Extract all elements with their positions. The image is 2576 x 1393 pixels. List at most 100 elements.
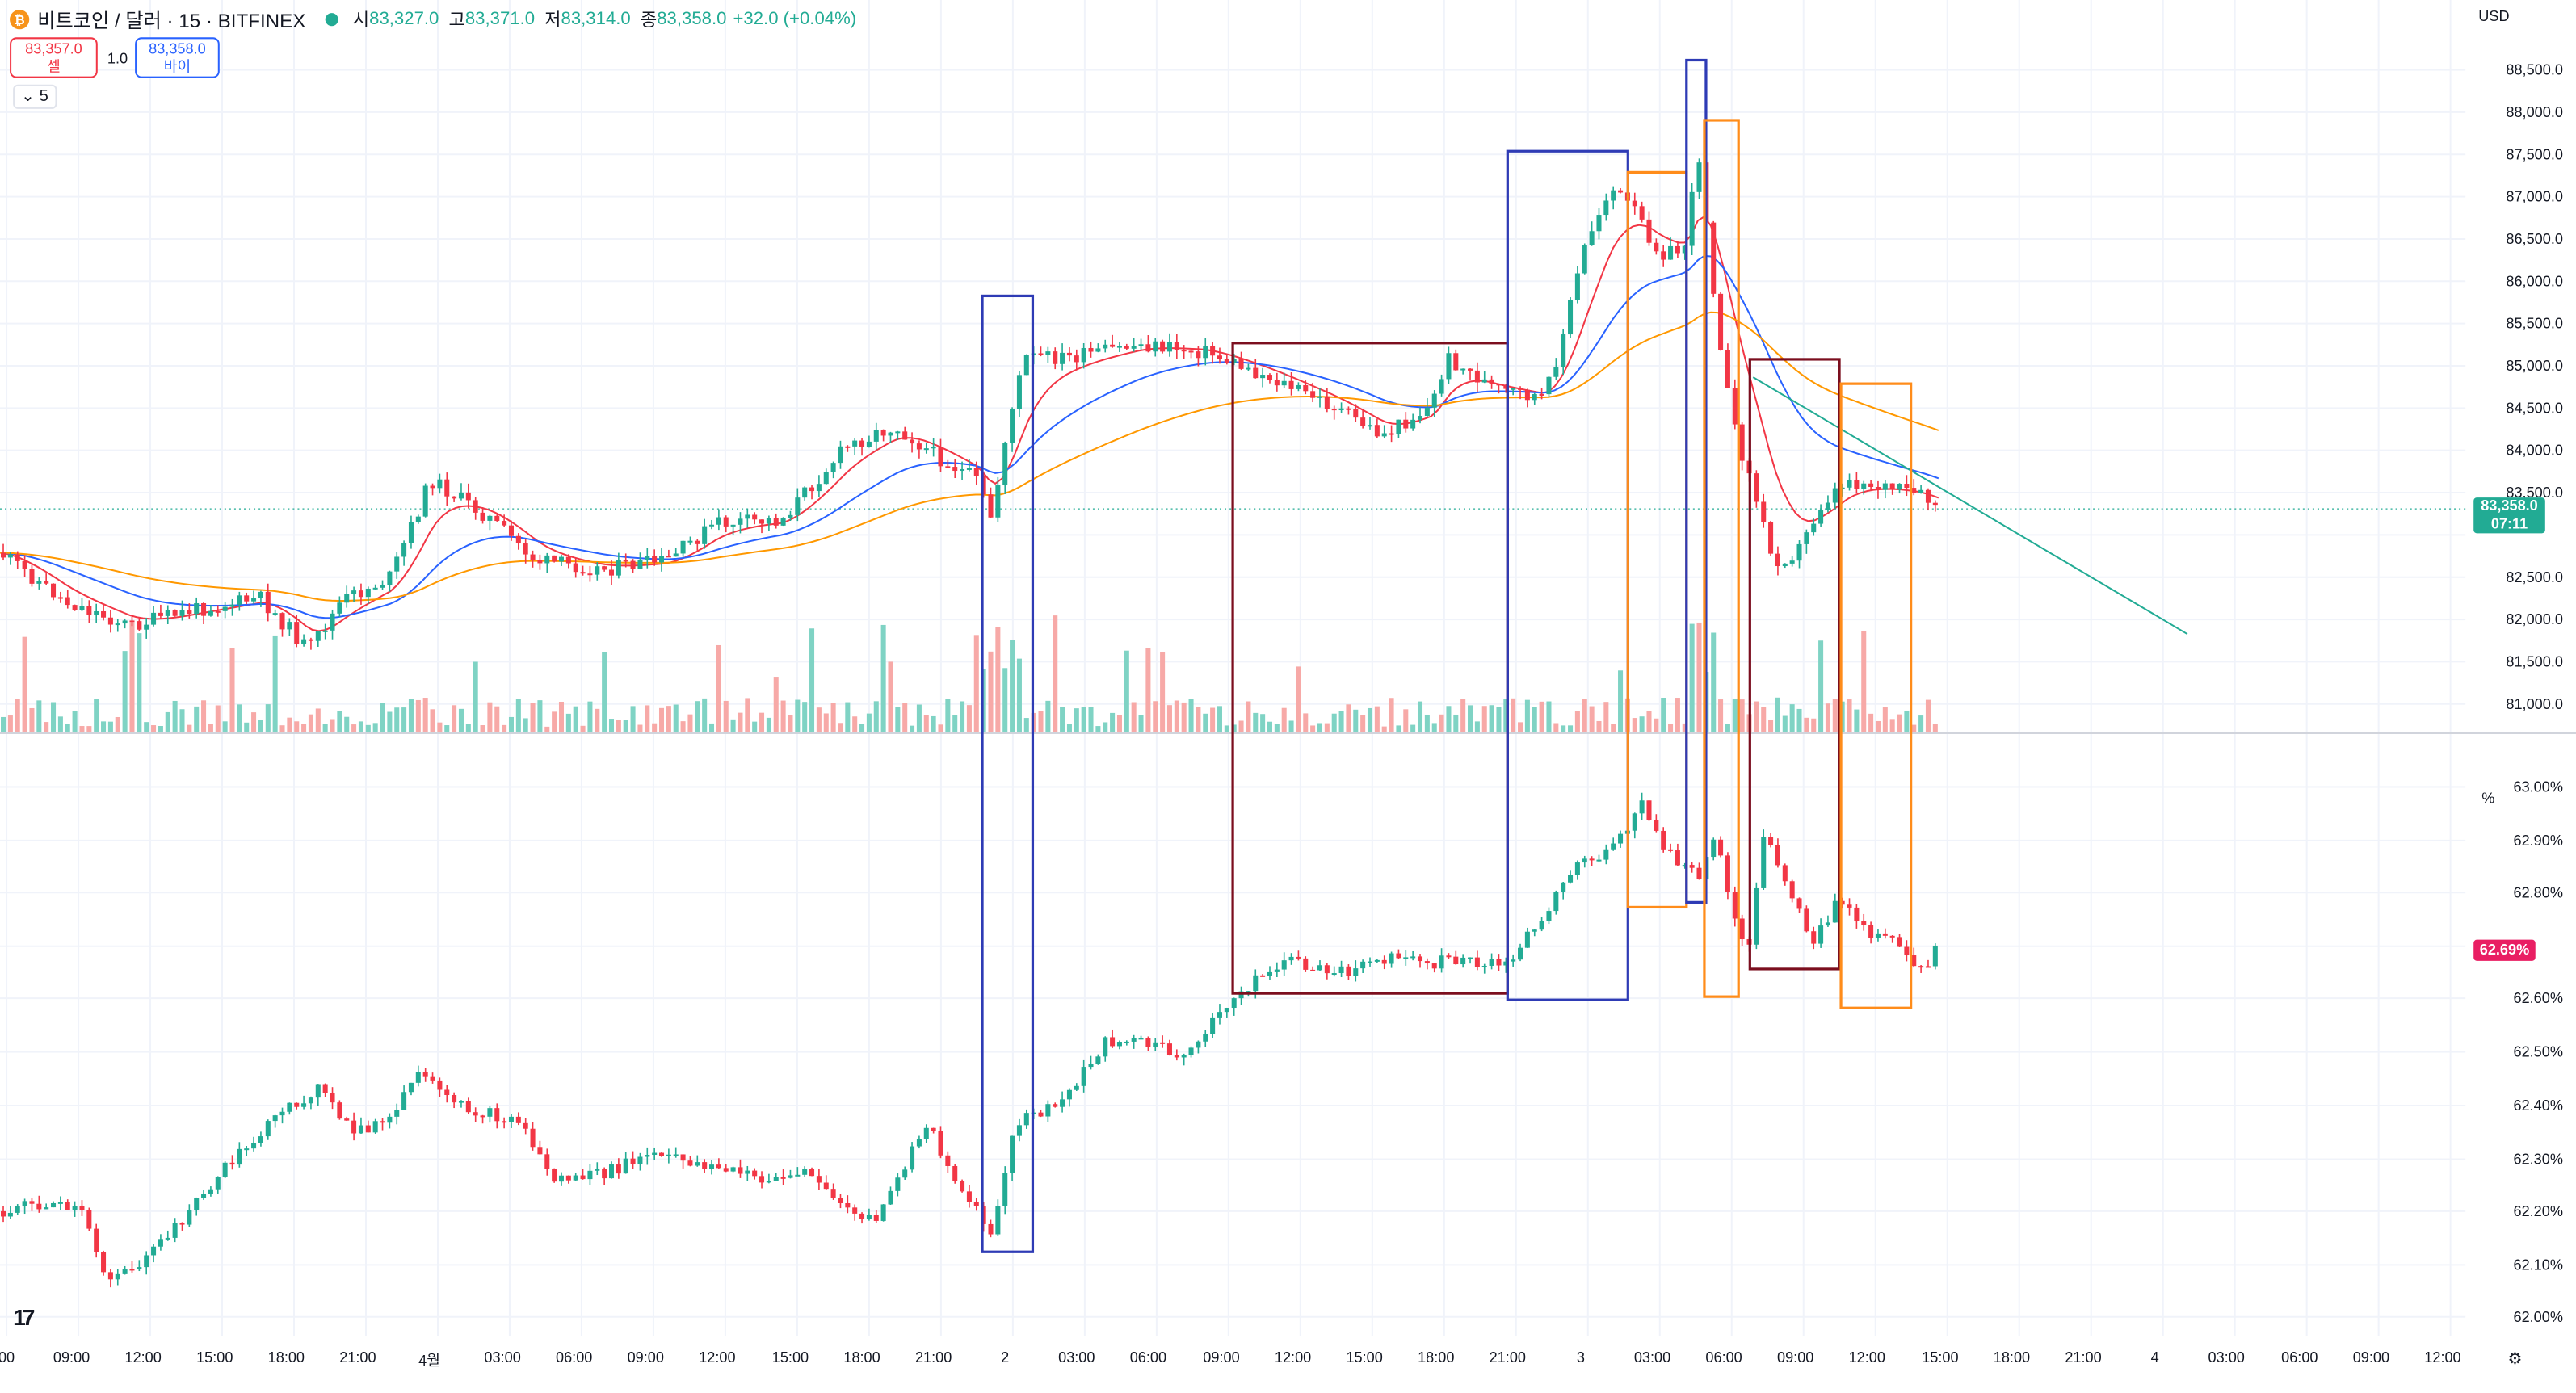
price-candle bbox=[1804, 532, 1809, 544]
price-candle bbox=[1288, 380, 1294, 389]
indicator-candle bbox=[1632, 813, 1637, 831]
volume-bar bbox=[487, 702, 493, 732]
indicator-candle bbox=[738, 1167, 743, 1174]
indicator-candle bbox=[165, 1237, 170, 1240]
volume-bar bbox=[1618, 670, 1624, 732]
price-candle bbox=[752, 514, 758, 520]
volume-bar bbox=[687, 714, 693, 732]
indicator-candle bbox=[515, 1116, 521, 1123]
indicator-candle bbox=[1023, 1113, 1029, 1126]
volume-bar bbox=[1338, 711, 1344, 732]
indicator-candle bbox=[960, 1181, 965, 1192]
price-tick-label: 85,000.0 bbox=[2506, 357, 2563, 375]
time-tick-label: 18:00 bbox=[843, 1349, 880, 1366]
price-candle bbox=[1932, 502, 1938, 506]
volume-bar bbox=[480, 725, 485, 732]
volume-bar bbox=[766, 717, 771, 732]
price-candle bbox=[1045, 351, 1051, 355]
volume-bar bbox=[29, 707, 35, 732]
volume-bar bbox=[1925, 699, 1931, 732]
price-candle bbox=[1682, 245, 1687, 254]
volume-bar bbox=[344, 716, 350, 732]
volume-bar bbox=[809, 628, 815, 732]
indicator-candle bbox=[458, 1101, 464, 1103]
indicator-tick-label: 62.10% bbox=[2513, 1257, 2563, 1273]
gear-icon[interactable]: ⚙ bbox=[2507, 1351, 2523, 1370]
indicators-collapse-button[interactable]: ⌄ 5 bbox=[13, 84, 57, 109]
indicator-candle bbox=[1689, 865, 1695, 868]
indicator-candle bbox=[437, 1080, 443, 1090]
volume-bar bbox=[931, 715, 936, 732]
indicator-candle bbox=[1181, 1055, 1187, 1058]
price-candle bbox=[1260, 375, 1266, 379]
price-candle bbox=[1489, 379, 1494, 384]
volume-bar bbox=[1754, 701, 1759, 732]
volume-bar bbox=[1217, 706, 1222, 732]
indicator-candle bbox=[1274, 969, 1280, 972]
indicator-candle bbox=[201, 1194, 207, 1198]
tradingview-logo-icon[interactable]: 17 bbox=[13, 1303, 35, 1330]
volume-bar bbox=[1675, 698, 1680, 732]
volume-bar bbox=[795, 699, 801, 732]
volume-bar bbox=[830, 703, 836, 732]
indicator-candle bbox=[1310, 969, 1316, 971]
indicator-candle bbox=[1889, 935, 1895, 938]
sell-button[interactable]: 83,357.0 셀 bbox=[10, 37, 98, 78]
price-candle bbox=[1016, 375, 1022, 409]
volume-bar bbox=[1882, 707, 1888, 732]
time-tick-label: 18:00 bbox=[1418, 1349, 1455, 1366]
price-candle bbox=[680, 540, 686, 554]
volume-bar bbox=[165, 711, 170, 732]
indicator-candle bbox=[637, 1156, 643, 1164]
volume-bar bbox=[401, 707, 407, 732]
indicator-candle bbox=[1739, 918, 1745, 940]
price-candle bbox=[1568, 300, 1574, 335]
currency-selector[interactable]: USD bbox=[2478, 8, 2510, 25]
indicator-unit: % bbox=[2481, 790, 2495, 807]
price-candle bbox=[1296, 384, 1301, 389]
price-candle bbox=[29, 569, 35, 584]
indicator-candle bbox=[7, 1212, 13, 1217]
price-candle bbox=[988, 494, 994, 518]
price-candle bbox=[129, 620, 135, 623]
volume-bar bbox=[1274, 724, 1280, 732]
price-candle bbox=[444, 479, 450, 497]
price-candle bbox=[1654, 242, 1659, 252]
indicator-candle bbox=[1561, 882, 1566, 892]
volume-bar bbox=[852, 716, 858, 732]
volume-bar bbox=[558, 701, 565, 732]
indicator-candle bbox=[422, 1072, 428, 1077]
volume-bar bbox=[465, 724, 471, 732]
price-candle bbox=[79, 606, 85, 610]
volume-bar bbox=[1288, 720, 1294, 732]
indicator-candle bbox=[523, 1122, 528, 1129]
indicator-candle bbox=[194, 1198, 200, 1210]
price-candle bbox=[15, 554, 20, 561]
price-candle bbox=[608, 569, 615, 576]
price-candle bbox=[1618, 190, 1624, 193]
volume-bar bbox=[580, 725, 586, 732]
indicator-candle bbox=[730, 1167, 736, 1172]
price-candle bbox=[1074, 355, 1079, 363]
indicator-tick-label: 62.60% bbox=[2513, 990, 2563, 1007]
ma-fast-line bbox=[0, 215, 1939, 632]
symbol-name[interactable]: 비트코인 / 달러 · 15 · BITFINEX bbox=[37, 9, 306, 32]
price-candle bbox=[1511, 388, 1516, 390]
indicator-candle bbox=[1511, 959, 1516, 962]
volume-bar bbox=[1875, 720, 1881, 732]
trend-line bbox=[1752, 376, 2188, 636]
ma-mid-line bbox=[0, 254, 1939, 619]
indicator-candle bbox=[387, 1116, 393, 1123]
buy-button[interactable]: 83,358.0 바이 bbox=[135, 37, 220, 78]
price-candle bbox=[187, 610, 192, 615]
price-candle bbox=[745, 514, 750, 519]
indicator-candle bbox=[1754, 887, 1759, 945]
volume-bar bbox=[1053, 615, 1058, 732]
price-tick-label: 82,500.0 bbox=[2506, 569, 2563, 585]
volume-bar bbox=[15, 699, 20, 732]
indicator-candle bbox=[337, 1102, 342, 1119]
indicator-candle bbox=[251, 1143, 257, 1149]
price-candle bbox=[630, 560, 636, 569]
time-tick-label: 4 bbox=[2150, 1349, 2159, 1366]
